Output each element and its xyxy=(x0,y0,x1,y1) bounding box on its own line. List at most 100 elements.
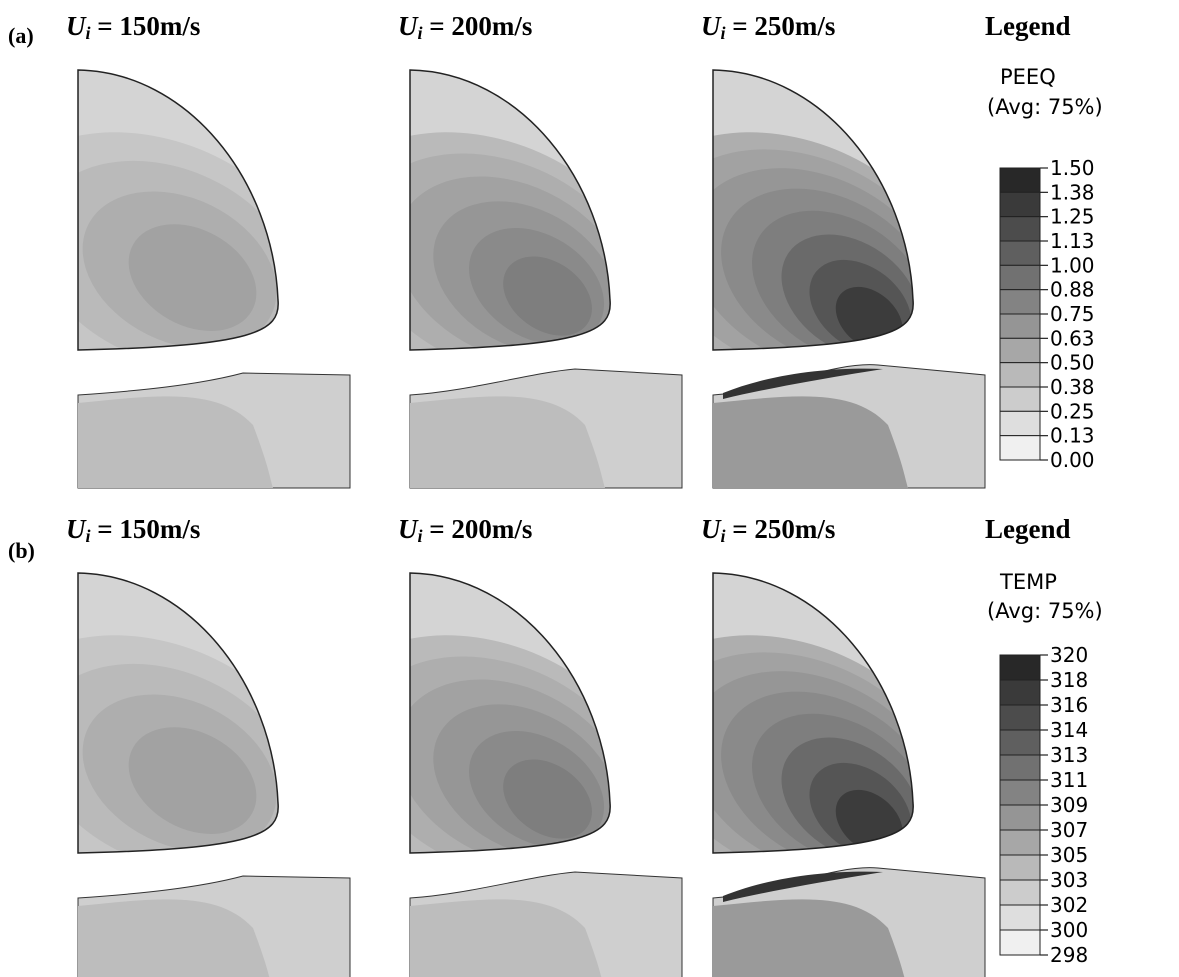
legend-level: 311 xyxy=(1050,768,1088,792)
title-symbol: U xyxy=(66,11,87,41)
projectile-outline xyxy=(712,69,914,351)
target-hot-zone xyxy=(723,871,883,902)
legend-variable: TEMP xyxy=(999,570,1057,594)
legend-swatch xyxy=(999,804,1041,831)
legend-swatch xyxy=(999,289,1041,315)
projectile-outline xyxy=(77,69,279,351)
title-text: = 200m/s xyxy=(423,514,533,544)
target-contour xyxy=(713,396,908,488)
title-symbol: U xyxy=(66,514,87,544)
legend-swatch xyxy=(999,904,1041,931)
legend-swatch xyxy=(999,779,1041,806)
title-subscript: i xyxy=(86,526,91,546)
title-subscript: i xyxy=(86,23,91,43)
projectile xyxy=(78,70,279,350)
column-title: Ui = 150m/s xyxy=(66,514,200,546)
projectile-outline xyxy=(409,572,611,854)
projectile-outline xyxy=(409,69,611,351)
target-contour xyxy=(713,899,905,977)
column-title: Ui = 250m/s xyxy=(701,514,835,546)
legend-swatch xyxy=(999,435,1041,461)
legend-swatch xyxy=(999,264,1041,291)
legend-title: Legend xyxy=(985,11,1071,41)
legend-swatch xyxy=(999,829,1041,856)
title-text: = 200m/s xyxy=(423,11,533,41)
projectile-outline xyxy=(77,572,279,854)
legend-level: 1.13 xyxy=(1050,229,1095,253)
legend-level: 305 xyxy=(1050,843,1088,867)
legend-swatch xyxy=(999,854,1041,881)
legend-level: 309 xyxy=(1050,793,1088,817)
title-text: = 150m/s xyxy=(91,514,201,544)
legend-level: 0.50 xyxy=(1050,351,1095,375)
target-contour xyxy=(410,396,605,488)
legend-level: 316 xyxy=(1050,693,1088,717)
legend-level: 298 xyxy=(1050,943,1088,967)
legend-variable: PEEQ xyxy=(1000,65,1056,89)
legend-swatch xyxy=(999,654,1041,681)
title-text: = 250m/s xyxy=(726,514,836,544)
target-contour xyxy=(78,899,270,977)
column-title: Ui = 250m/s xyxy=(701,11,835,43)
legend-level: 313 xyxy=(1050,743,1088,767)
legend-level: 318 xyxy=(1050,668,1088,692)
legend-level: 0.63 xyxy=(1050,326,1095,350)
title-subscript: i xyxy=(721,23,726,43)
legend-swatch xyxy=(999,191,1041,218)
title-symbol: U xyxy=(701,514,722,544)
legend-swatch xyxy=(999,240,1041,266)
legend-level: 0.75 xyxy=(1050,302,1095,326)
legend-level: 1.00 xyxy=(1050,253,1095,277)
legend-level: 300 xyxy=(1050,918,1088,942)
projectile xyxy=(713,70,914,350)
legend-level: 1.50 xyxy=(1050,156,1095,180)
title-text: = 250m/s xyxy=(726,11,836,41)
title-symbol: U xyxy=(701,11,722,41)
column-title: Ui = 200m/s xyxy=(398,514,532,546)
title-subscript: i xyxy=(721,526,726,546)
projectile xyxy=(410,573,611,853)
title-symbol: U xyxy=(398,11,419,41)
legend-swatch xyxy=(999,679,1041,706)
contour xyxy=(503,759,592,839)
legend-level: 320 xyxy=(1050,643,1088,667)
legend-swatch xyxy=(999,362,1041,388)
legend-swatch xyxy=(999,704,1041,731)
legend-level: 0.13 xyxy=(1050,424,1095,448)
legend-level: 0.38 xyxy=(1050,375,1095,399)
legend-swatch xyxy=(999,167,1041,193)
legend-level: 302 xyxy=(1050,893,1088,917)
legend-level: 303 xyxy=(1050,868,1088,892)
legend-level: 0.88 xyxy=(1050,278,1095,302)
projectile-outline xyxy=(712,572,914,854)
column-title: Ui = 200m/s xyxy=(398,11,532,43)
legend-swatch xyxy=(999,337,1041,364)
legend-level: 1.25 xyxy=(1050,205,1095,229)
contour xyxy=(128,727,257,834)
legend-level: 0.00 xyxy=(1050,448,1095,472)
panel-label: (a) xyxy=(8,23,34,48)
title-subscript: i xyxy=(418,526,423,546)
title-subscript: i xyxy=(418,23,423,43)
contour xyxy=(128,224,257,331)
legend-averaging: (Avg: 75%) xyxy=(987,599,1103,623)
target-contour xyxy=(78,396,273,488)
legend-level: 314 xyxy=(1050,718,1088,742)
legend-title: Legend xyxy=(985,514,1071,544)
panel-label: (b) xyxy=(8,538,35,563)
title-text: = 150m/s xyxy=(91,11,201,41)
legend-swatch xyxy=(999,929,1041,956)
legend-level: 307 xyxy=(1050,818,1088,842)
legend-swatch xyxy=(999,754,1041,781)
legend-swatch xyxy=(999,313,1041,339)
contour xyxy=(503,256,592,336)
legend-swatch xyxy=(999,879,1041,906)
legend-swatch xyxy=(999,216,1041,242)
target-hot-zone xyxy=(723,368,883,399)
legend-level: 1.38 xyxy=(1050,180,1095,204)
legend-averaging: (Avg: 75%) xyxy=(987,95,1103,119)
title-symbol: U xyxy=(398,514,419,544)
projectile xyxy=(410,70,611,350)
column-title: Ui = 150m/s xyxy=(66,11,200,43)
